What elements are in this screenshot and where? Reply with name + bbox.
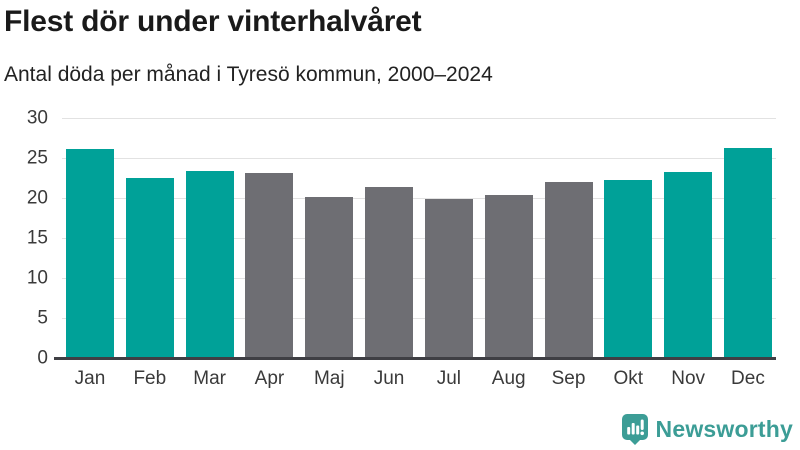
bar-cell-maj: Maj <box>305 118 354 388</box>
bar-cell-mar: Mar <box>185 118 234 388</box>
bar-mar <box>185 170 234 358</box>
y-tick-label-0: 0 <box>37 347 48 369</box>
bar-jul <box>424 198 473 358</box>
gridline-15 <box>62 238 776 239</box>
bar-apr <box>245 173 294 358</box>
x-label-nov: Nov <box>671 368 706 389</box>
x-label-sep: Sep <box>551 368 586 389</box>
newsworthy-speech-bubble-bar-chart-icon <box>621 413 649 445</box>
gridline-20 <box>62 198 776 199</box>
newsworthy-logo-text: Newsworthy <box>655 415 793 442</box>
bar-cell-jan: Jan <box>66 118 114 388</box>
gridline-25 <box>62 158 776 159</box>
y-axis: 0 5 10 15 20 25 30 <box>0 109 48 368</box>
bar-jan <box>66 149 114 358</box>
x-label-dec: Dec <box>731 368 765 389</box>
bar-cell-feb: Feb <box>125 118 174 388</box>
bar-sep <box>544 182 593 358</box>
bar-nov <box>664 171 713 358</box>
gridline-30 <box>62 118 776 119</box>
chart-title: Flest dör under vinterhalvåret <box>4 5 422 38</box>
y-tick-label-5: 5 <box>37 307 48 329</box>
bar-okt <box>604 179 653 358</box>
x-label-okt: Okt <box>613 368 644 389</box>
bar-cell-nov: Nov <box>664 118 713 388</box>
y-tick-label-15: 15 <box>26 227 48 249</box>
chart-subtitle: Antal döda per månad i Tyresö kommun, 20… <box>4 63 493 86</box>
x-label-jan: Jan <box>74 368 106 389</box>
y-tick-label-10: 10 <box>26 267 48 289</box>
bar-cell-jul: Jul <box>424 118 473 388</box>
y-tick-label-20: 20 <box>26 187 48 209</box>
gridline-10 <box>62 278 776 279</box>
bar-cell-aug: Aug <box>484 118 533 388</box>
newsworthy-logo: Newsworthy <box>621 413 793 445</box>
x-label-maj: Maj <box>313 368 345 389</box>
x-axis-line <box>54 356 776 360</box>
x-label-apr: Apr <box>254 368 285 389</box>
plot-area: Jan Feb Mar Apr Maj Jun Jul Aug Sep Okt Nov Dec <box>54 118 776 388</box>
bar-cell-jun: Jun <box>365 118 414 388</box>
bar-maj <box>305 197 354 358</box>
bar-cell-dec: Dec <box>723 118 772 388</box>
x-label-jul: Jul <box>436 368 462 389</box>
bars: Jan Feb Mar Apr Maj Jun Jul Aug Sep Okt Nov Dec <box>62 118 776 388</box>
bar-cell-sep: Sep <box>544 118 593 388</box>
x-label-mar: Mar <box>193 368 226 389</box>
gridline-5 <box>62 318 776 319</box>
bar-dec <box>723 148 772 358</box>
x-label-aug: Aug <box>491 368 526 389</box>
bar-aug <box>484 194 533 358</box>
x-label-jun: Jun <box>373 368 405 389</box>
bar-cell-apr: Apr <box>245 118 294 388</box>
bar-cell-okt: Okt <box>604 118 653 388</box>
y-tick-label-30: 30 <box>26 107 48 129</box>
x-label-feb: Feb <box>133 368 167 389</box>
bar-jun <box>365 186 414 358</box>
y-tick-label-25: 25 <box>26 147 48 169</box>
bar-feb <box>125 178 174 358</box>
